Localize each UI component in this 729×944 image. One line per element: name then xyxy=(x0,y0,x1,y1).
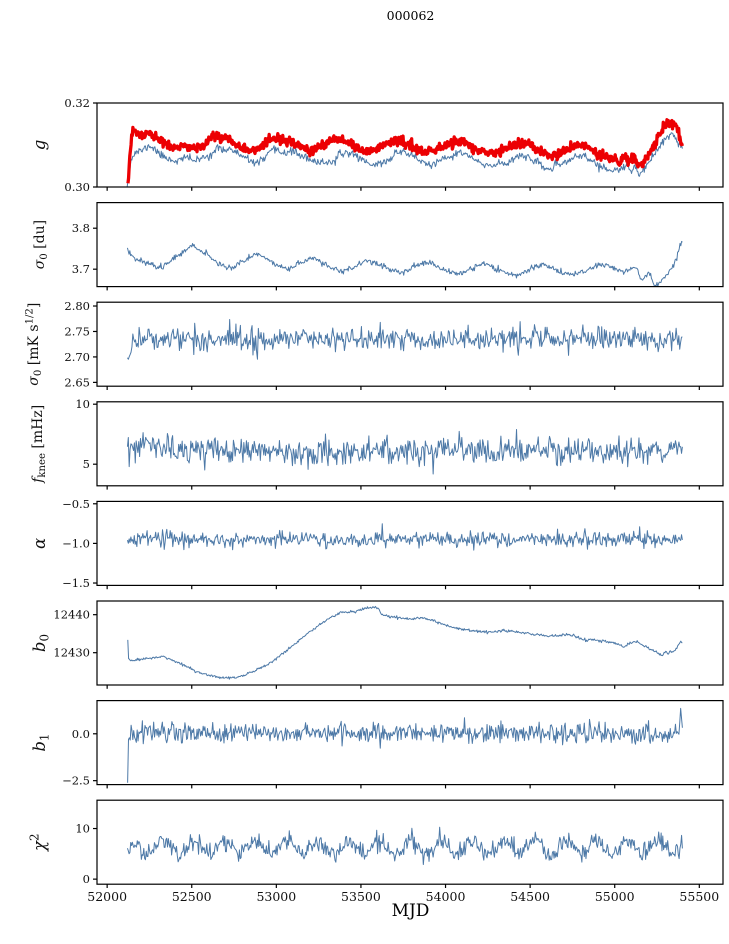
axes-frame xyxy=(96,799,724,885)
series-chi2 xyxy=(126,826,683,866)
y-axis-label: χ2 xyxy=(28,833,49,852)
subplot-fknee: 10 5 fknee [mHz] xyxy=(30,397,724,490)
y-axis-label: σ0 [mK s1/2] xyxy=(25,303,44,386)
y-axis-label: fknee [mHz] xyxy=(30,405,48,484)
series-fknee xyxy=(126,429,683,475)
y-tick-label: −1.0 xyxy=(62,536,90,550)
series-g-smooth-red xyxy=(126,118,684,184)
y-axis-label: b0 xyxy=(30,634,51,652)
y-tick-label: 0.32 xyxy=(64,96,90,110)
y-tick-label: 12430 xyxy=(53,646,90,660)
y-tick-label: 0 xyxy=(83,872,90,886)
x-tick-label: 52500 xyxy=(172,889,212,904)
subplot-b1: 0.0 −2.5 b1 xyxy=(30,699,724,789)
subplot-g: 0.32 0.30 g xyxy=(30,96,724,194)
x-tick-label: 53000 xyxy=(256,889,296,904)
y-tick-label: −1.5 xyxy=(62,576,90,590)
x-tick-label: 55500 xyxy=(679,889,719,904)
y-tick-label: 0.30 xyxy=(64,180,90,194)
y-tick-label: 2.80 xyxy=(64,299,90,313)
axes-frame xyxy=(96,699,724,786)
x-tick-label: 52000 xyxy=(87,889,127,904)
x-tick-label: 55000 xyxy=(595,889,635,904)
y-tick-label: 3.8 xyxy=(72,221,90,235)
series-b0 xyxy=(127,605,683,680)
y-axis-label: σ0 [du] xyxy=(32,220,50,269)
y-tick-label: 2.65 xyxy=(64,375,90,389)
axes-frame xyxy=(96,301,724,387)
subplot-chi2: 10 0 52000 52500 53000 53500 54000 54500 55000 55… xyxy=(28,799,724,904)
y-tick-label: 10 xyxy=(75,822,90,836)
series-sigma0-du xyxy=(126,240,683,287)
x-tick-label: 54000 xyxy=(426,889,466,904)
series-g-raw-blue xyxy=(126,132,683,187)
subplot-sigma0-mk: 2.80 2.75 2.70 2.65 σ0 [mK s1/2] xyxy=(25,299,724,390)
x-axis-title: MJD xyxy=(391,901,430,921)
y-axis-label: g xyxy=(30,140,49,151)
y-tick-label: 2.70 xyxy=(64,350,90,364)
series-sigma0-mk xyxy=(127,319,683,360)
y-tick-label: 3.7 xyxy=(72,262,90,276)
axes-frame xyxy=(96,401,724,487)
y-axis-label: α xyxy=(30,538,49,549)
y-axis-label: b1 xyxy=(30,734,51,752)
y-tick-label: −2.5 xyxy=(62,774,90,788)
subplot-alpha: −0.5 −1.0 −1.5 α xyxy=(30,497,724,590)
x-tick-label: 54500 xyxy=(510,889,550,904)
series-b1 xyxy=(127,707,683,783)
y-tick-label: 5 xyxy=(83,457,90,471)
y-tick-label: 12440 xyxy=(53,608,90,622)
series-alpha xyxy=(126,523,683,551)
y-tick-label: 10 xyxy=(75,397,90,411)
y-tick-label: −0.5 xyxy=(62,497,90,511)
axes-frame xyxy=(96,600,724,686)
subplot-sigma0-du: 3.8 3.7 σ0 [du] xyxy=(32,202,724,291)
y-tick-label: 0.0 xyxy=(72,727,90,741)
axes-frame xyxy=(96,102,724,188)
figure-title: 000062 xyxy=(386,8,435,23)
y-tick-label: 2.75 xyxy=(64,324,90,338)
axes-frame xyxy=(96,202,724,288)
x-tick-label: 53500 xyxy=(341,889,381,904)
